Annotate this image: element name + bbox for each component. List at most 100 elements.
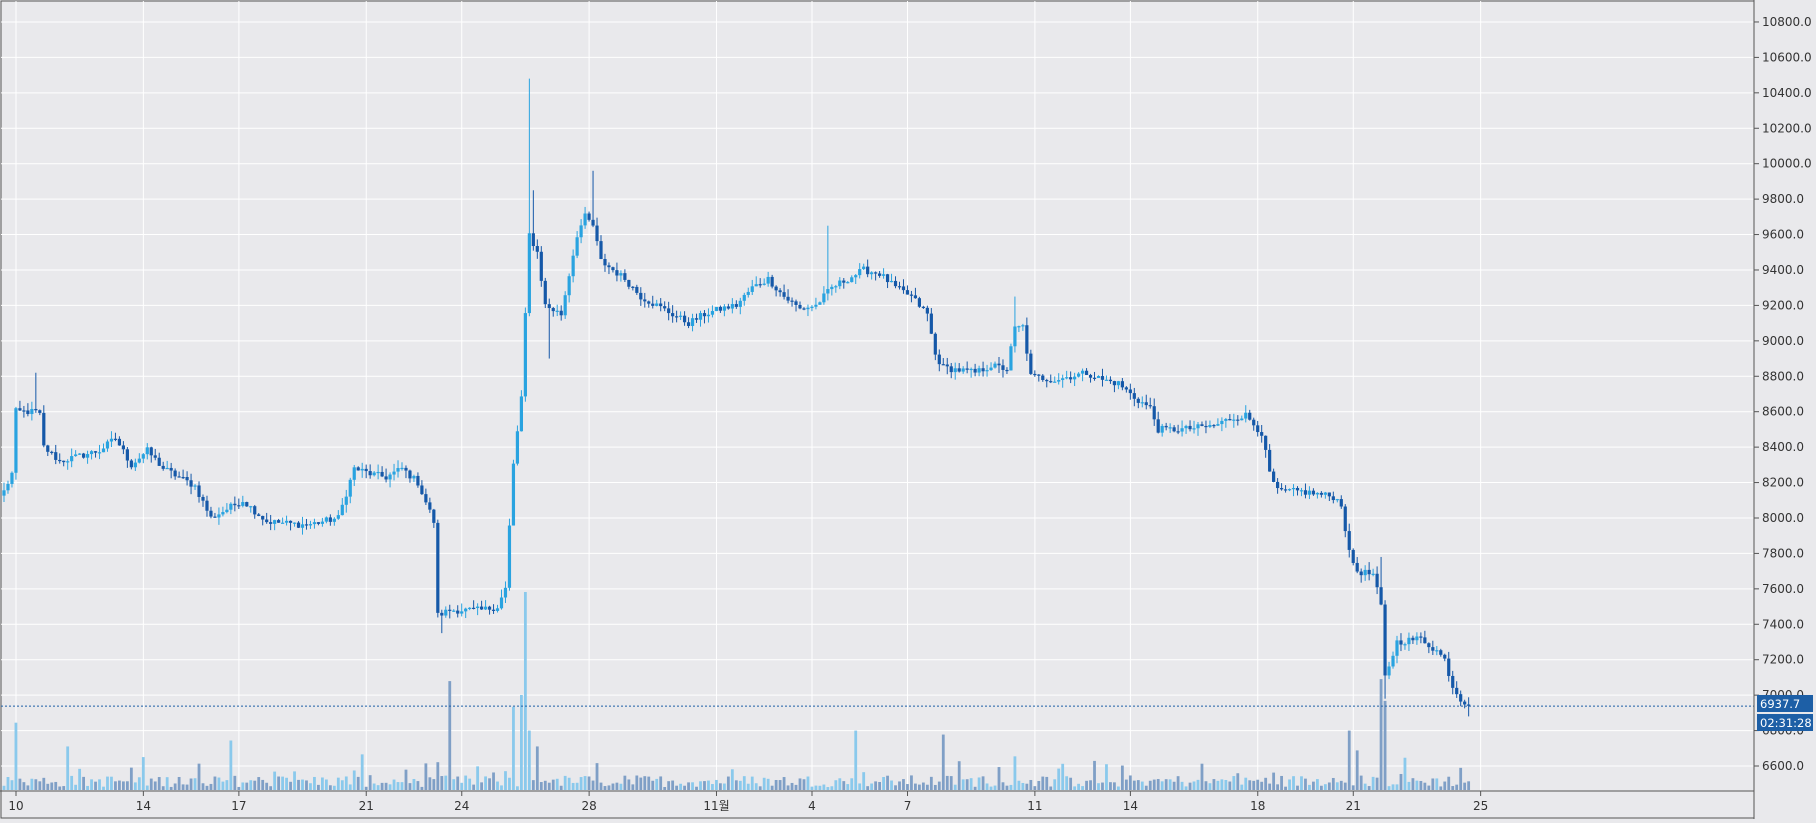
candle-body (885, 274, 890, 283)
candle-body (1073, 376, 1077, 380)
candle-body (1009, 346, 1013, 371)
volume-bar (826, 787, 830, 790)
candle-body (1080, 370, 1085, 374)
y-tick-label: 6600.0 (1762, 759, 1804, 773)
candle-body (205, 500, 209, 511)
candle-body (782, 292, 786, 297)
candle-body (62, 460, 66, 463)
candle-body (245, 502, 249, 507)
volume-bar (563, 775, 567, 790)
volume-bar (396, 782, 400, 790)
candle-body (523, 313, 527, 397)
candle-body (659, 303, 663, 307)
candle-body (328, 517, 332, 522)
candle-body (221, 512, 225, 515)
candle-body (543, 280, 547, 305)
candle-body (515, 431, 520, 464)
volume-bar (480, 782, 483, 790)
volume-bar (368, 775, 372, 790)
volume-bar (882, 777, 885, 790)
candle-body (241, 502, 245, 506)
candle-body (476, 606, 480, 609)
y-axis[interactable]: 6600.06800.07000.07200.07400.07600.07800… (1753, 0, 1812, 819)
volume-bar (794, 784, 798, 790)
volume-bar (1256, 779, 1260, 790)
volume-bar (229, 740, 233, 790)
candle-body (1375, 573, 1379, 588)
candle-body (862, 266, 866, 270)
candle-body (26, 410, 30, 415)
candle-body (1108, 379, 1113, 382)
volume-bar (1212, 779, 1216, 790)
volume-bar (806, 776, 810, 790)
volume-bar (221, 781, 225, 790)
volume-bar (655, 778, 659, 790)
volume-bar (1117, 786, 1120, 790)
volume-bar (205, 785, 209, 790)
candle-body (790, 300, 794, 302)
volume-bar (58, 786, 62, 790)
candle-body (1049, 381, 1053, 383)
candle-body (1435, 650, 1439, 652)
volume-bar (1288, 779, 1291, 790)
volume-bar (1037, 780, 1041, 790)
volume-bar (1224, 780, 1228, 790)
volume-bar (571, 782, 575, 790)
volume-bar (1280, 775, 1283, 790)
volume-bar (1128, 775, 1132, 790)
x-axis[interactable]: 10 14 17 21 24 28 11월 4 7 11 14 18 21 25 (0, 790, 1754, 813)
candle-body (611, 267, 615, 271)
candle-body (1467, 704, 1471, 706)
volume-bar (679, 783, 682, 790)
volume-bar (949, 776, 953, 790)
volume-bar (870, 783, 874, 790)
volume-bar (726, 776, 730, 790)
volume-bar (1049, 786, 1053, 790)
candle-body (460, 611, 464, 614)
volume-bar (209, 783, 213, 790)
candle-body (1351, 549, 1355, 563)
volume-bar (591, 780, 595, 790)
volume-bar (786, 785, 790, 790)
volume-bar (898, 781, 901, 790)
candle-body (436, 522, 440, 613)
candle-body (54, 452, 58, 460)
volume-bar (2, 785, 6, 790)
candle-body (1463, 701, 1467, 705)
candle-body (332, 518, 336, 522)
volume-bar (424, 763, 428, 790)
volume-bar (372, 783, 376, 790)
volume-bar (14, 722, 18, 790)
candle-body (316, 522, 321, 524)
candle-body (58, 459, 62, 462)
candle-body (173, 470, 177, 477)
volume-bar (587, 776, 591, 790)
candle-body (1025, 325, 1029, 354)
volume-bar (918, 784, 921, 790)
candle-body (965, 368, 969, 370)
volume-bar (890, 780, 893, 790)
volume-bar (293, 771, 296, 790)
volume-bar (412, 778, 416, 790)
candle-body (284, 520, 289, 523)
volume-bar (277, 776, 281, 790)
candle-body (1212, 424, 1216, 427)
volume-bar (1184, 786, 1188, 790)
volume-bar (1073, 786, 1077, 790)
volume-bar (953, 784, 957, 790)
candle-body (1132, 393, 1136, 399)
volume-bar (874, 781, 878, 790)
candle-body (89, 451, 94, 455)
candle-body (491, 609, 496, 611)
candle-body (1013, 326, 1017, 347)
volume-bar (1144, 785, 1148, 790)
candle-body (866, 266, 870, 275)
volume-bar (1379, 679, 1383, 790)
candle-body (579, 225, 583, 238)
candle-body (897, 286, 902, 288)
volume-bar (547, 782, 551, 790)
volume-bar (281, 776, 284, 790)
candle-body (1319, 492, 1323, 495)
